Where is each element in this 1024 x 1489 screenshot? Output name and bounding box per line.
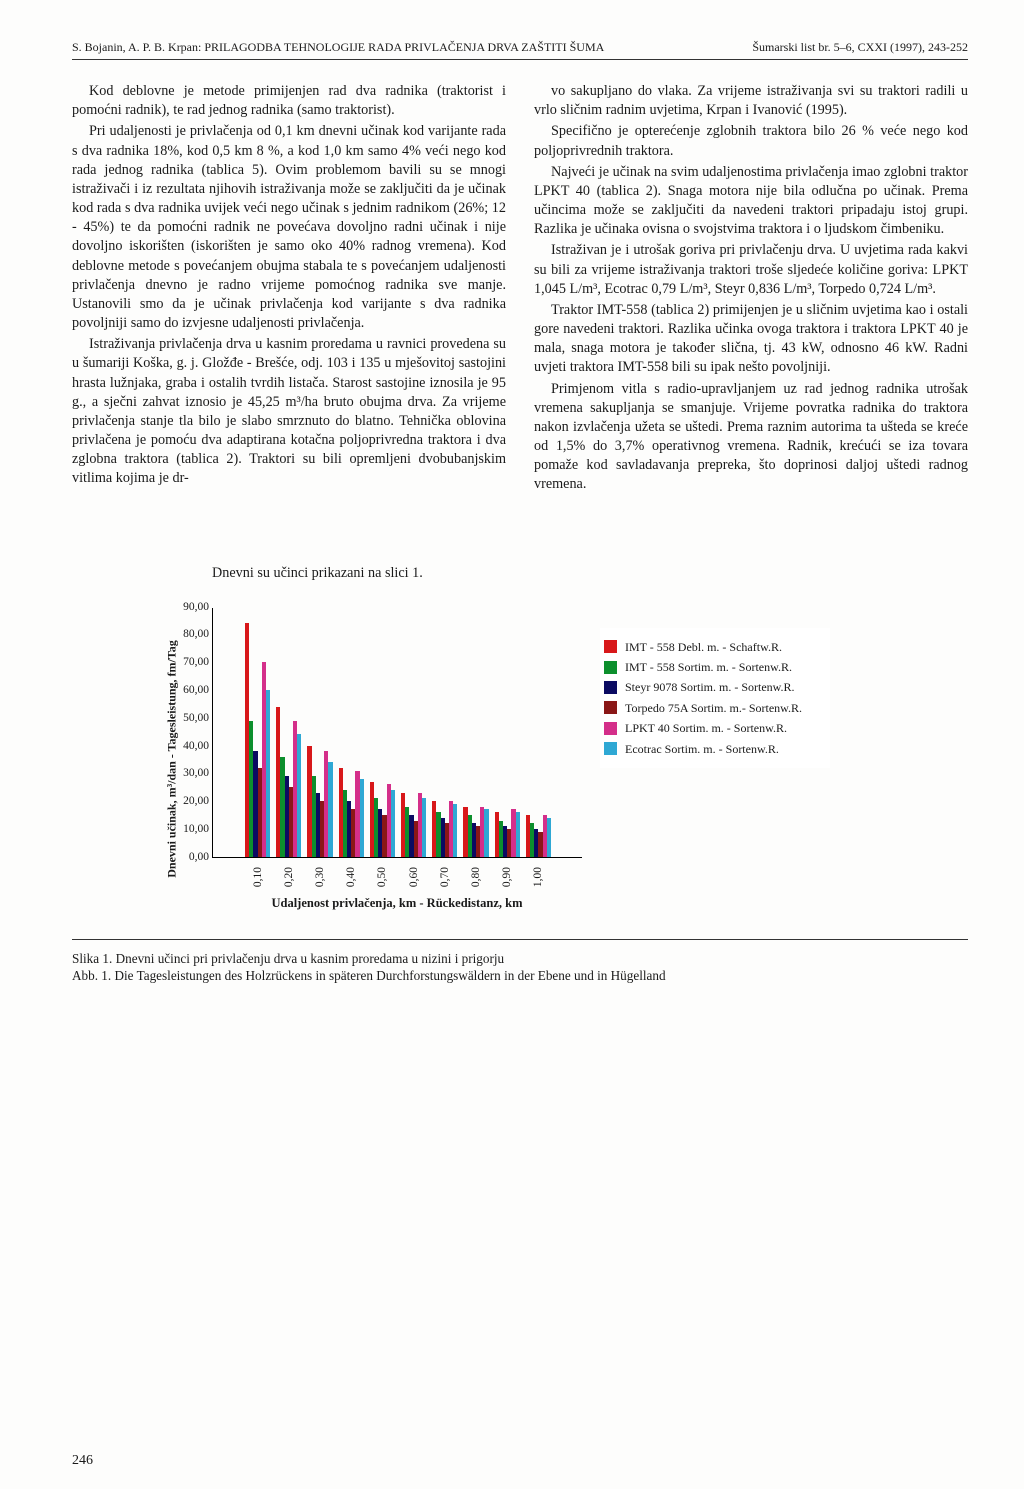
x-tick-label: 0,20 (283, 867, 295, 887)
chart-legend: IMT - 558 Debl. m. - Schaftw.R. IMT - 558… (600, 628, 830, 768)
paragraph: Kod deblovne je metode primijenjen rad d… (72, 82, 506, 120)
legend-label: Steyr 9078 Sortim. m. - Sortenw.R. (625, 680, 795, 694)
bar-group (401, 793, 426, 857)
x-tick-label: 1,00 (532, 867, 544, 887)
chart-intro-text: Dnevni su učinci prikazani na slici 1. (212, 565, 968, 582)
running-head-left: S. Bojanin, A. P. B. Krpan: PRILAGODBA T… (72, 40, 604, 55)
bar (360, 779, 364, 857)
bar (328, 762, 332, 856)
y-tick-label: 0,00 (169, 851, 209, 863)
x-ticks: 0,100,200,300,400,500,600,700,800,901,00 (213, 859, 582, 883)
bar (266, 690, 270, 857)
x-tick-label: 0,50 (376, 867, 388, 887)
legend-item: IMT - 558 Sortim. m. - Sortenw.R. (604, 660, 826, 674)
x-tick-label: 0,70 (439, 867, 451, 887)
y-tick-label: 90,00 (169, 601, 209, 613)
legend-swatch (604, 681, 617, 694)
bar-group (370, 782, 395, 857)
bar (516, 812, 520, 856)
x-tick-label: 0,90 (501, 867, 513, 887)
legend-item: Ecotrac Sortim. m. - Sortenw.R. (604, 742, 826, 756)
y-tick-label: 60,00 (169, 684, 209, 696)
x-tick-label: 0,40 (345, 867, 357, 887)
paragraph: Istraživan je i utrošak goriva pri privl… (534, 241, 968, 299)
chart-frame: Dnevni učinak, m³/dan - Tagesleistung, f… (212, 608, 582, 911)
caption-line: Slika 1. Dnevni učinci pri privlačenju d… (72, 950, 968, 968)
bar (453, 804, 457, 857)
y-tick-label: 20,00 (169, 795, 209, 807)
bar (484, 809, 488, 856)
legend-item: Steyr 9078 Sortim. m. - Sortenw.R. (604, 680, 826, 694)
figure-1: Dnevni učinak, m³/dan - Tagesleistung, f… (212, 608, 968, 911)
paragraph: vo sakupljano do vlaka. Za vrijeme istra… (534, 82, 968, 120)
bar-group (526, 815, 551, 857)
legend-label: Torpedo 75A Sortim. m.- Sortenw.R. (625, 701, 802, 715)
bar (297, 734, 301, 856)
chart-section: Dnevni su učinci prikazani na slici 1. D… (72, 565, 968, 986)
legend-label: LPKT 40 Sortim. m. - Sortenw.R. (625, 721, 787, 735)
page: S. Bojanin, A. P. B. Krpan: PRILAGODBA T… (0, 0, 1024, 1489)
bar-group (245, 623, 270, 856)
legend-swatch (604, 661, 617, 674)
bar-group (495, 809, 520, 856)
bar (391, 790, 395, 857)
paragraph: Specifično je opterećenje zglobnih trakt… (534, 122, 968, 160)
y-tick-label: 50,00 (169, 712, 209, 724)
legend-label: IMT - 558 Sortim. m. - Sortenw.R. (625, 660, 792, 674)
paragraph: Istraživanja privlačenja drva u kasnim p… (72, 335, 506, 488)
running-head: S. Bojanin, A. P. B. Krpan: PRILAGODBA T… (72, 40, 968, 60)
legend-swatch (604, 701, 617, 714)
body-text-columns: Kod deblovne je metode primijenjen rad d… (72, 82, 968, 495)
y-tick-label: 30,00 (169, 767, 209, 779)
bar-group (276, 707, 301, 857)
y-tick-label: 70,00 (169, 656, 209, 668)
bar-group (307, 746, 332, 857)
bar-group (463, 807, 488, 857)
legend-item: IMT - 558 Debl. m. - Schaftw.R. (604, 640, 826, 654)
legend-label: IMT - 558 Debl. m. - Schaftw.R. (625, 640, 782, 654)
legend-swatch (604, 640, 617, 653)
caption-line: Abb. 1. Die Tagesleistungen des Holzrück… (72, 967, 968, 985)
bar-group (432, 801, 457, 857)
paragraph: Najveći je učinak na svim udaljenostima … (534, 163, 968, 240)
legend-label: Ecotrac Sortim. m. - Sortenw.R. (625, 742, 779, 756)
y-tick-label: 40,00 (169, 740, 209, 752)
y-tick-label: 10,00 (169, 823, 209, 835)
chart-plot-area: 0,0010,0020,0030,0040,0050,0060,0070,008… (212, 608, 582, 858)
bar-groups (213, 608, 582, 857)
paragraph: Primjenom vitla s radio-upravljanjem uz … (534, 380, 968, 495)
y-tick-label: 80,00 (169, 628, 209, 640)
x-tick-label: 0,80 (470, 867, 482, 887)
bar-group (339, 768, 364, 857)
bar (422, 798, 426, 856)
legend-item: LPKT 40 Sortim. m. - Sortenw.R. (604, 721, 826, 735)
legend-item: Torpedo 75A Sortim. m.- Sortenw.R. (604, 701, 826, 715)
x-axis-label: Udaljenost privlačenja, km - Rückedistan… (212, 896, 582, 911)
legend-swatch (604, 722, 617, 735)
y-ticks: 0,0010,0020,0030,0040,0050,0060,0070,008… (169, 608, 209, 857)
paragraph: Traktor IMT-558 (tablica 2) primijenjen … (534, 301, 968, 378)
legend-swatch (604, 742, 617, 755)
figure-caption: Slika 1. Dnevni učinci pri privlačenju d… (72, 939, 968, 986)
x-tick-label: 0,30 (314, 867, 326, 887)
page-number: 246 (72, 1453, 93, 1469)
paragraph: Pri udaljenosti je privlačenja od 0,1 km… (72, 122, 506, 333)
running-head-right: Šumarski list br. 5–6, CXXI (1997), 243-… (752, 40, 968, 55)
x-tick-label: 0,10 (252, 867, 264, 887)
bar (547, 818, 551, 857)
x-tick-label: 0,60 (408, 867, 420, 887)
